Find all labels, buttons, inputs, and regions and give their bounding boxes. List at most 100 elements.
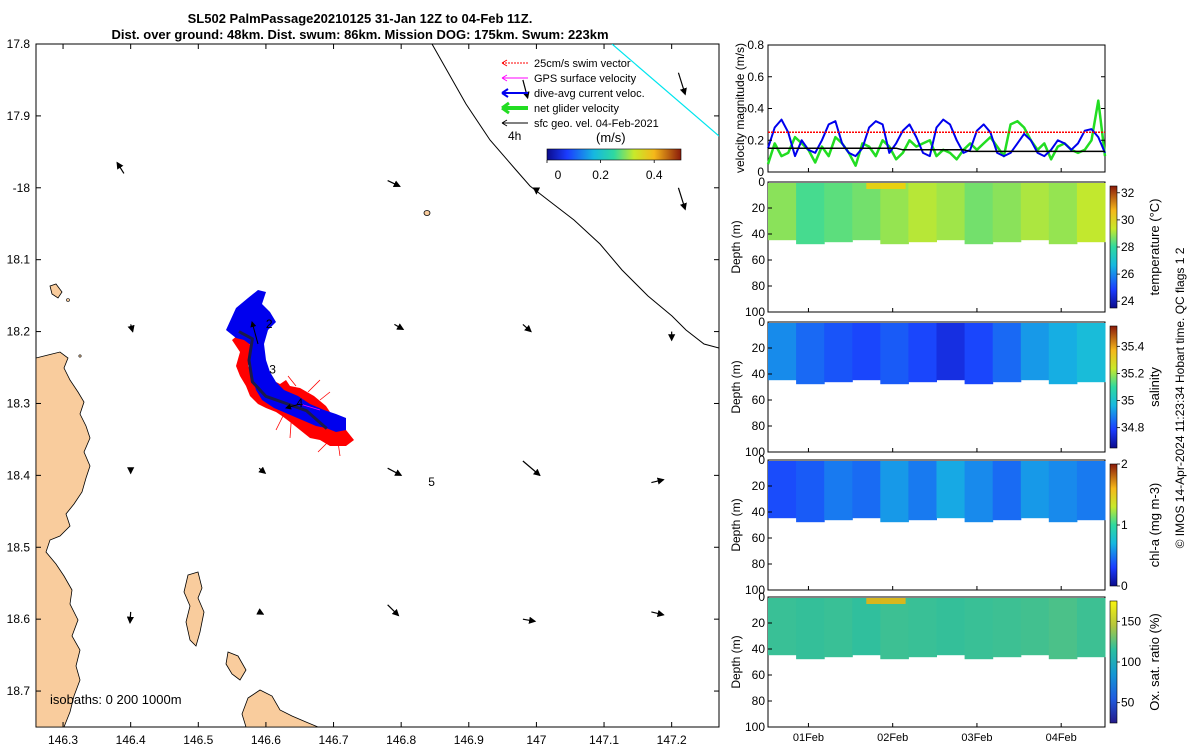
section-cell-temperature [796, 183, 825, 245]
section-depth-tick-label-20: 20 [752, 479, 766, 493]
reef-islet [423, 210, 431, 216]
section-cell-chl-a [908, 461, 937, 521]
section-panel-salinity: 0 20 40 60 80 100 Depth (m) 34.8 35 35.2 35.4salin… [729, 315, 1162, 459]
islet-tiny [66, 298, 70, 302]
legend-arrow-gps [501, 74, 508, 82]
island-small-west [49, 283, 63, 299]
time-tick-label-03feb: 03Feb [961, 732, 992, 744]
track-arrow-2 [285, 403, 301, 410]
section-panel-chl-a: 0 20 40 60 80 100 Depth (m) 0 1 2 chl-a (mg m-3) [729, 453, 1162, 597]
map-frame [35, 43, 720, 728]
velocity-ylabel: velocity magnitude (m/s) [733, 43, 747, 173]
map-y-tick-label-18-3: 18.3 [7, 396, 31, 410]
geo-vector-arrow [116, 161, 125, 174]
velocity-y-tick-label-0-8: 0.8 [747, 38, 764, 52]
section-cell-salinity [908, 323, 937, 383]
land-layer: 2 3 4 5 [36, 44, 719, 727]
section-colorbar-label-chl-a: chl-a (mg m-3) [1147, 483, 1162, 568]
section-cell-oxygen [936, 598, 966, 656]
map-y-tick-label-17-8: 17.8 [7, 37, 31, 51]
legend-label-geo: sfc geo. vel. 04-Feb-2021 [534, 118, 659, 130]
section-colorbar-tick-label-50: 50 [1121, 696, 1135, 710]
legend-arrow-swim [501, 59, 508, 67]
section-colorbar-tick-label-26: 26 [1121, 267, 1135, 281]
section-cell-oxygen [824, 598, 853, 658]
section-cell-temperature [992, 183, 1022, 243]
velocity-panel: 0 0.2 0.4 0.6 0.8 velocity magnitude (m/s) [733, 38, 1107, 179]
velocity-colorbar [546, 148, 682, 161]
colorbar-label: (m/s) [596, 130, 626, 145]
section-cell-oxygen [880, 598, 909, 660]
section-cell-temperature [908, 183, 937, 243]
map-y-tick-label-18-4: 18.4 [7, 468, 31, 482]
islet-tiny-2 [78, 354, 82, 358]
velocity-y-ticks: 0 0.2 0.4 0.6 0.8 [747, 38, 1105, 179]
section-depth-tick-label-0: 0 [758, 175, 765, 189]
section-highlight-oxygen [866, 598, 906, 604]
geo-vector-arrow [522, 323, 532, 333]
map-legend: 25cm/s swim vector GPS surface velocity … [501, 58, 682, 182]
section-panel-temperature: 0 20 40 60 80 100 Depth (m) 24 26 28 30 32 temperatu… [729, 175, 1162, 319]
glider-track-line [238, 330, 328, 430]
geo-vector-arrow [677, 187, 687, 211]
section-cell-oxygen [964, 598, 994, 660]
velocity-y-tick-label-0-2: 0.2 [747, 133, 764, 147]
map-x-tick-label-146-5: 146.5 [183, 733, 213, 747]
section-colorbar-tick-label-100: 100 [1121, 655, 1141, 669]
velocity-series-net-glider-velocity [766, 99, 1107, 167]
map-x-tick-label-147-2: 147.2 [657, 733, 687, 747]
section-depth-tick-label-40: 40 [752, 367, 766, 381]
section-depth-tick-label-100: 100 [745, 583, 765, 597]
section-depth-tick-label-80: 80 [752, 557, 766, 571]
map-panel: 2 3 4 5 146.3 146.4 146.5 146.6 146.7 146.8 14… [7, 37, 720, 747]
legend-label-swim: 25cm/s swim vector [534, 58, 631, 70]
island-large [183, 571, 205, 647]
section-cell-chl-a [852, 461, 881, 519]
section-colorbar-temperature [1109, 185, 1118, 309]
map-x-tick-label-146-4: 146.4 [116, 733, 146, 747]
section-cell-chl-a [880, 461, 909, 523]
section-cell-salinity [852, 323, 881, 381]
section-cell-chl-a [1020, 461, 1050, 519]
section-cell-chl-a [936, 461, 966, 519]
section-cell-salinity [880, 323, 909, 385]
section-cell-salinity [936, 323, 966, 381]
section-cell-temperature [852, 183, 881, 241]
geo-vector-arrow [522, 460, 541, 477]
velocity-x-ticks [807, 168, 1062, 172]
section-depth-tick-label-60: 60 [752, 393, 766, 407]
section-panel-oxygen: 0 20 40 60 80 100 Depth (m) 50 100 150 Ox. sat. ra… [729, 590, 1162, 734]
legend-entry-current: dive-avg current veloc. [501, 88, 645, 100]
colorbar-tick-label-0: 0 [555, 168, 562, 182]
section-colorbar-tick-label-35: 35 [1121, 394, 1135, 408]
section-colorbar-tick-label-32: 32 [1121, 186, 1135, 200]
section-colorbar-oxygen [1109, 600, 1118, 724]
track-label-3: 3 [269, 362, 276, 376]
map-x-tick-label-147-1: 147.1 [589, 733, 619, 747]
legend-label-current: dive-avg current veloc. [534, 88, 645, 100]
section-highlight-temperature [866, 183, 906, 189]
section-colorbar-tick-label-28: 28 [1121, 240, 1135, 254]
section-depth-tick-label-60: 60 [752, 668, 766, 682]
geo-vector-arrow [677, 72, 687, 96]
section-colorbar-label-oxygen: Ox. sat. ratio (%) [1147, 613, 1162, 711]
section-cell-salinity [1048, 323, 1078, 385]
section-colorbar-tick-label-150: 150 [1121, 614, 1141, 628]
section-depth-tick-label-20: 20 [752, 201, 766, 215]
legend-scale-label: 4h [508, 129, 521, 143]
map-y-tick-label-17-9: 17.9 [7, 109, 31, 123]
geo-vector-arrow [256, 608, 265, 615]
track-label-5: 5 [428, 475, 435, 489]
track-label-4: 4 [296, 396, 303, 410]
section-cell-salinity [964, 323, 994, 385]
section-depth-tick-label-20: 20 [752, 341, 766, 355]
section-depth-tick-label-60: 60 [752, 531, 766, 545]
section-cell-chl-a [964, 461, 994, 523]
section-depth-tick-label-40: 40 [752, 642, 766, 656]
section-colorbar-salinity [1109, 325, 1118, 449]
map-y-tick-label-18-7: 18.7 [7, 684, 31, 698]
legend-entry-net: net glider velocity [501, 101, 619, 115]
velocity-colorbar-ticks: 0 0.2 0.4 [546, 160, 663, 182]
